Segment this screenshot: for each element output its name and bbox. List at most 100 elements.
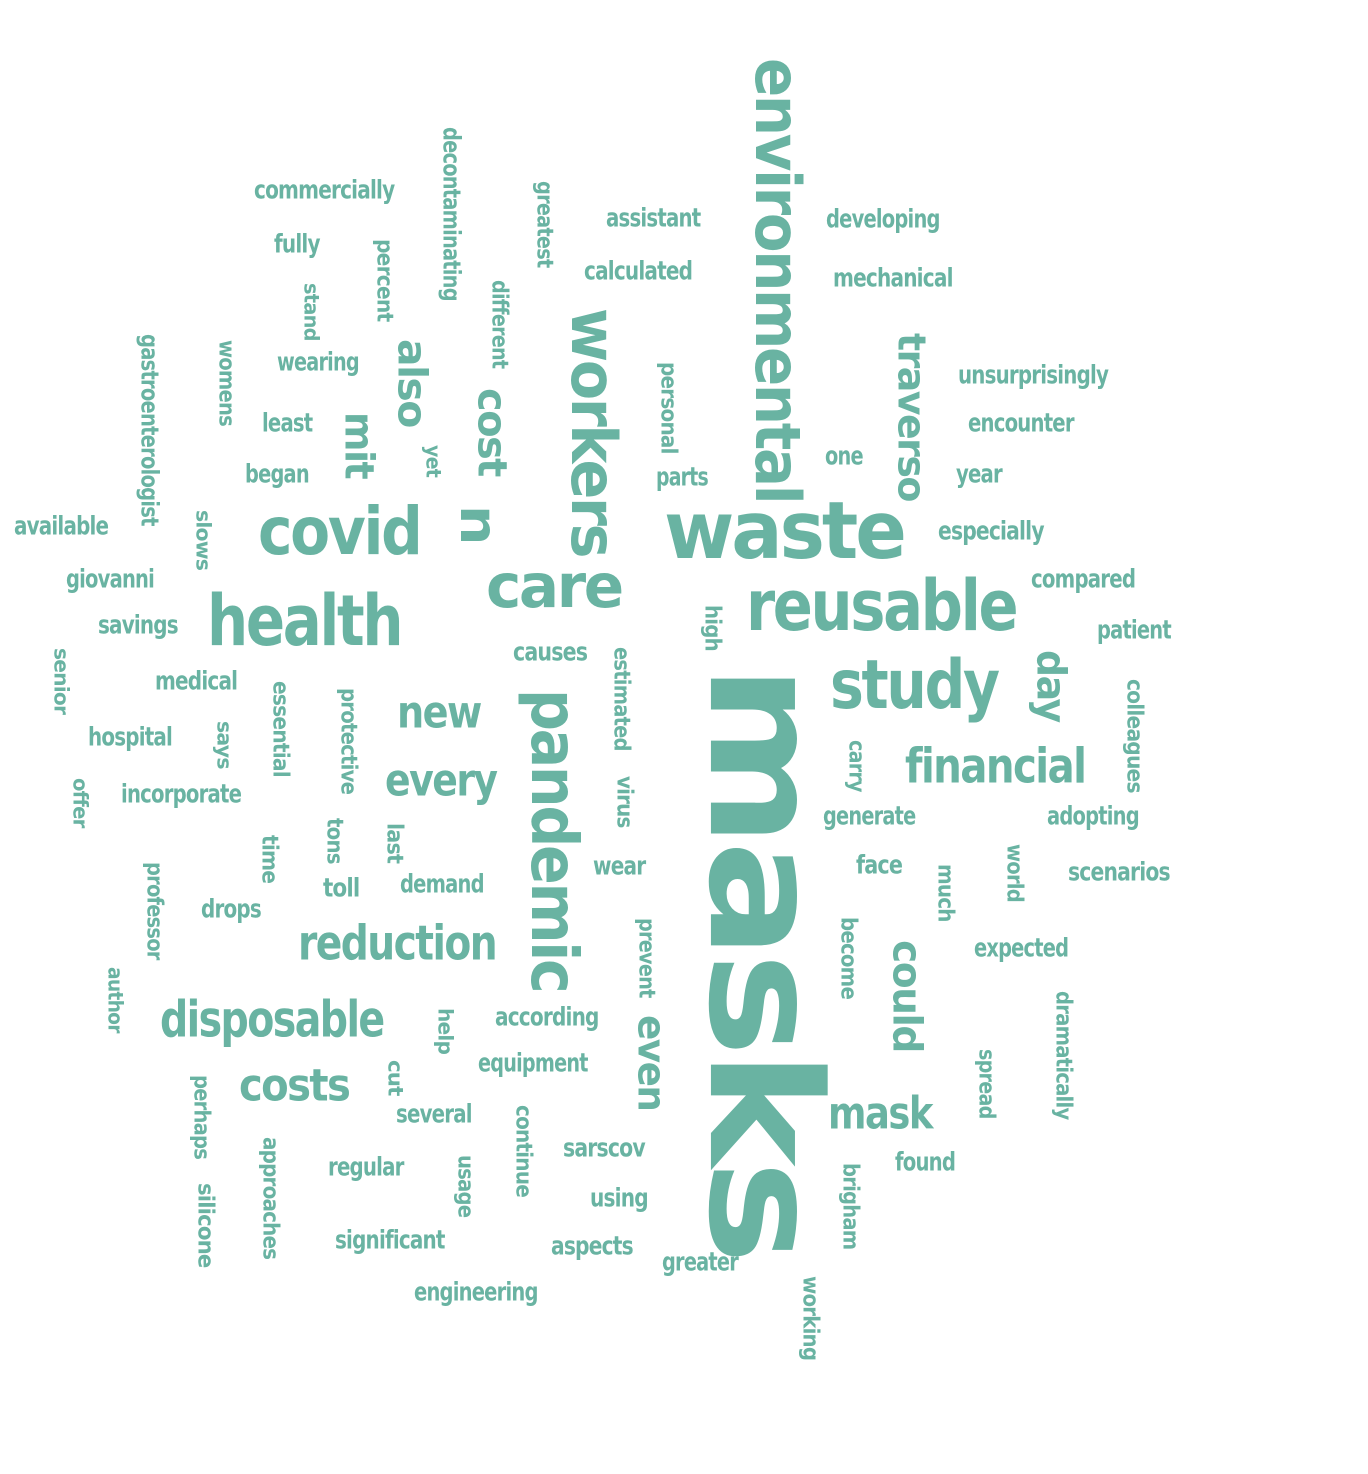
- word-protective: protective: [335, 688, 363, 795]
- word-encounter: encounter: [968, 407, 1075, 439]
- word-medical: medical: [155, 665, 238, 697]
- word-year: year: [956, 458, 1003, 490]
- word-wear: wear: [593, 850, 646, 882]
- word-care: care: [486, 552, 624, 623]
- word-health: health: [207, 580, 403, 663]
- word-assistant: assistant: [606, 202, 701, 234]
- word-patient: patient: [1097, 614, 1172, 646]
- word-according: according: [495, 1001, 599, 1033]
- word-costs: costs: [239, 1058, 351, 1112]
- word-virus: virus: [611, 776, 639, 828]
- word-percent: percent: [371, 239, 399, 322]
- word-perhaps: perhaps: [188, 1075, 216, 1160]
- word-especially: especially: [938, 515, 1045, 547]
- word-regular: regular: [328, 1151, 404, 1183]
- word-savings: savings: [98, 609, 179, 641]
- word-author: author: [102, 967, 127, 1033]
- word-usage: usage: [452, 1155, 480, 1218]
- word-greater: greater: [662, 1246, 739, 1278]
- word-generate: generate: [823, 800, 916, 832]
- word-traverso: traverso: [888, 333, 933, 501]
- word-compared: compared: [1031, 563, 1136, 595]
- word-last: last: [381, 823, 409, 864]
- word-tons: tons: [321, 818, 349, 864]
- word-toll: toll: [323, 872, 360, 904]
- word-financial: financial: [905, 738, 1087, 795]
- word-spread: spread: [973, 1049, 1001, 1119]
- word-one: one: [825, 440, 864, 472]
- word-day: day: [1027, 650, 1075, 722]
- word-covid: covid: [258, 494, 423, 571]
- word-greatest: greatest: [531, 181, 559, 268]
- word-silicone: silicone: [192, 1183, 220, 1268]
- word-calculated: calculated: [584, 255, 693, 287]
- word-parts: parts: [656, 461, 709, 493]
- word-unsurprisingly: unsurprisingly: [958, 359, 1109, 391]
- word-equipment: equipment: [478, 1047, 588, 1079]
- word-incorporate: incorporate: [121, 778, 242, 810]
- word-colleagues: colleagues: [1121, 679, 1149, 793]
- word-adopting: adopting: [1047, 800, 1140, 832]
- word-developing: developing: [826, 203, 940, 235]
- word-study: study: [830, 645, 1000, 725]
- word-says: says: [211, 721, 236, 769]
- word-causes: causes: [513, 636, 588, 668]
- word-decontaminating: decontaminating: [436, 127, 465, 301]
- word-different: different: [486, 280, 514, 369]
- word-commercially: commercially: [254, 174, 395, 206]
- word-essential: essential: [267, 681, 295, 777]
- word-help: help: [432, 1008, 457, 1055]
- word-hospital: hospital: [88, 721, 173, 753]
- word-began: began: [245, 458, 310, 490]
- word-expected: expected: [974, 932, 1069, 964]
- word-mechanical: mechanical: [833, 262, 953, 294]
- word-wearing: wearing: [277, 346, 360, 378]
- word-workers: workers: [556, 308, 629, 557]
- word-working: working: [797, 1276, 825, 1361]
- word-new: new: [397, 685, 482, 739]
- word-estimated: estimated: [608, 647, 636, 751]
- word-pandemic: pandemic: [516, 689, 592, 992]
- word-mit: mit: [335, 412, 383, 479]
- word-professor: professor: [141, 862, 169, 960]
- word-every: every: [385, 753, 498, 807]
- word-brigham: brigham: [837, 1163, 865, 1250]
- word-using: using: [590, 1182, 649, 1214]
- word-approaches: approaches: [257, 1137, 285, 1260]
- word-waste: waste: [664, 485, 907, 578]
- word-high: high: [699, 605, 727, 651]
- word-face: face: [856, 849, 903, 881]
- word-could: could: [883, 940, 931, 1052]
- word-environmental: environmental: [740, 58, 813, 503]
- word-significant: significant: [335, 1224, 445, 1256]
- word-n: n: [447, 505, 508, 544]
- word-giovanni: giovanni: [66, 563, 155, 595]
- word-scenarios: scenarios: [1068, 856, 1171, 888]
- word-personal: personal: [655, 362, 683, 454]
- word-become: become: [835, 917, 863, 1000]
- word-yet: yet: [420, 445, 445, 478]
- word-disposable: disposable: [160, 989, 385, 1049]
- word-least: least: [262, 407, 313, 439]
- word-womens: womens: [213, 340, 241, 426]
- word-mask: mask: [828, 1086, 933, 1140]
- word-also: also: [388, 339, 436, 427]
- word-several: several: [396, 1098, 473, 1130]
- word-drops: drops: [201, 893, 262, 925]
- word-cost: cost: [468, 388, 516, 476]
- word-reduction: reduction: [298, 915, 498, 972]
- word-prevent: prevent: [633, 918, 661, 998]
- word-time: time: [256, 835, 284, 884]
- word-cut: cut: [382, 1060, 407, 1096]
- word-dramatically: dramatically: [1050, 991, 1078, 1120]
- word-found: found: [895, 1146, 956, 1178]
- word-demand: demand: [400, 868, 485, 900]
- word-much: much: [932, 864, 960, 922]
- word-continue: continue: [510, 1105, 538, 1197]
- word-senior: senior: [48, 648, 73, 715]
- word-masks: masks: [674, 664, 854, 1258]
- word-offer: offer: [67, 778, 92, 828]
- word-even: even: [628, 1015, 673, 1111]
- word-sarscov: sarscov: [563, 1132, 646, 1164]
